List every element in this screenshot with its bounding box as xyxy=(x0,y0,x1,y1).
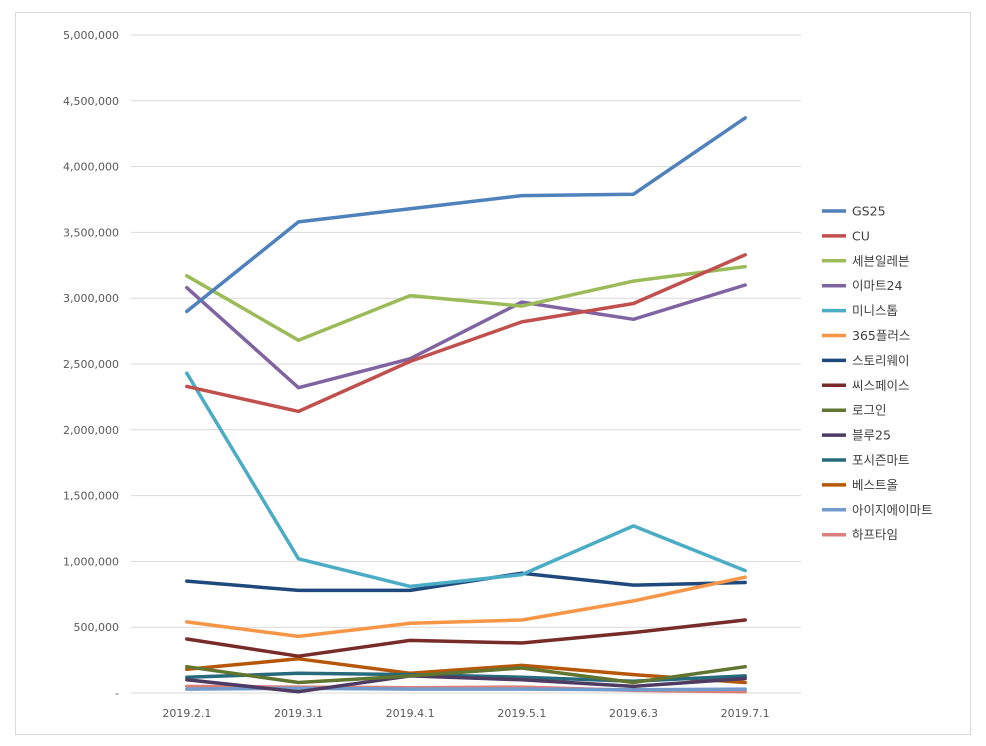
x-tick-label: 2019.3.1 xyxy=(274,707,323,720)
y-tick-label: 4,500,000 xyxy=(63,95,119,108)
chart-frame: - 500,000 1,000,000 1,500,000 2,000,000 2,500… xyxy=(15,12,971,735)
legend-label: 하프타임 xyxy=(852,527,898,542)
x-tick-label: 2019.5.1 xyxy=(497,707,546,720)
legend-label: 스토리웨이 xyxy=(852,353,910,368)
y-tick-label: - xyxy=(115,687,119,700)
y-tick-label: 1,500,000 xyxy=(63,490,119,503)
y-tick-label: 4,000,000 xyxy=(63,161,119,174)
legend-label: 블루25 xyxy=(852,428,891,443)
line-chart: - 500,000 1,000,000 1,500,000 2,000,000 2,500… xyxy=(63,29,933,720)
legend-label: 미니스톱 xyxy=(852,303,898,318)
legend-label: 이마트24 xyxy=(852,278,902,293)
series-line-4 xyxy=(185,283,747,390)
y-tick-label: 1,000,000 xyxy=(63,555,119,568)
x-tick-label: 2019.4.1 xyxy=(386,707,435,720)
y-axis-tick-labels: - 500,000 1,000,000 1,500,000 2,000,000 2,500… xyxy=(63,29,119,700)
y-tick-label: 500,000 xyxy=(74,621,120,634)
y-tick-label: 5,000,000 xyxy=(63,29,119,42)
legend-label: 로그인 xyxy=(852,403,887,418)
series-lines xyxy=(185,116,747,694)
y-tick-label: 3,000,000 xyxy=(63,292,119,305)
legend-label: 베스트올 xyxy=(852,477,898,492)
y-tick-label: 3,500,000 xyxy=(63,226,119,239)
series-line-12 xyxy=(185,657,747,685)
y-tick-label: 2,000,000 xyxy=(63,424,119,437)
series-line-5 xyxy=(185,371,747,589)
legend-label: 365플러스 xyxy=(852,328,910,343)
y-tick-label: 2,500,000 xyxy=(63,358,119,371)
x-tick-label: 2019.6.3 xyxy=(609,707,658,720)
legend-label: GS25 xyxy=(852,204,886,219)
x-tick-label: 2019.7.1 xyxy=(721,707,770,720)
series-line-9 xyxy=(185,664,747,685)
series-line-1 xyxy=(185,116,747,314)
legend-label: 세븐일레븐 xyxy=(852,253,910,268)
series-line-8 xyxy=(185,618,747,658)
x-tick-label: 2019.2.1 xyxy=(162,707,211,720)
series-line-3 xyxy=(185,264,747,343)
legend-label: CU xyxy=(852,228,870,243)
gridlines xyxy=(131,34,801,694)
legend-label: 씨스페이스 xyxy=(852,378,910,393)
series-line-10 xyxy=(185,674,747,694)
legend-label: 아이지에이마트 xyxy=(852,502,933,517)
legend-label: 포시즌마트 xyxy=(852,453,910,468)
x-axis-tick-labels: 2019.2.1 2019.3.1 2019.4.1 2019.5.1 2019.6.3… xyxy=(162,707,769,720)
series-line-2 xyxy=(185,253,747,414)
series-line-6 xyxy=(185,575,747,639)
